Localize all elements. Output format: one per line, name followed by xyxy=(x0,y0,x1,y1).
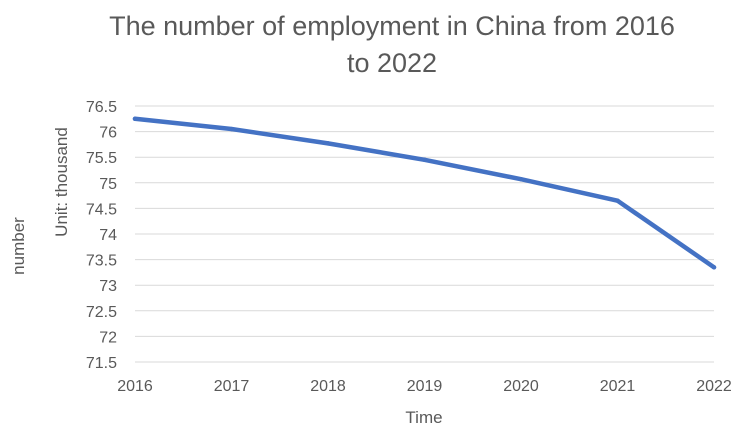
side-label: number xyxy=(9,217,28,275)
chart-title: The number of employment in China from 2… xyxy=(109,11,675,78)
y-axis-title: Unit: thousand xyxy=(52,127,71,237)
chart-title-line-2: to 2022 xyxy=(347,48,437,78)
data-point xyxy=(229,126,234,132)
y-tick-label: 76 xyxy=(99,125,117,142)
x-tick-label: 2019 xyxy=(407,378,443,395)
y-tick-label: 73.5 xyxy=(86,253,117,270)
data-point xyxy=(615,198,620,203)
x-axis-title: Time xyxy=(405,408,442,425)
x-tick-label: 2017 xyxy=(214,378,250,395)
x-tick-label: 2016 xyxy=(117,378,153,395)
x-tick-label: 2022 xyxy=(696,378,732,395)
data-point xyxy=(711,265,717,270)
x-tick-label: 2018 xyxy=(310,378,346,395)
data-point xyxy=(132,116,138,122)
y-tick-label: 71.5 xyxy=(86,355,117,372)
data-point xyxy=(518,177,524,182)
x-tick-label: 2021 xyxy=(600,378,636,395)
y-tick-label: 75 xyxy=(99,176,117,193)
gridlines xyxy=(135,105,714,363)
data-point xyxy=(422,157,427,162)
y-tick-label: 75.5 xyxy=(86,150,117,167)
x-axis-tick-labels: 2016 2017 2018 2019 2020 2021 2022 xyxy=(117,378,732,395)
series-group xyxy=(132,116,717,270)
x-tick-label: 2020 xyxy=(503,378,539,395)
y-tick-label: 72 xyxy=(99,329,117,346)
y-tick-label: 74 xyxy=(99,227,117,244)
y-tick-label: 76.5 xyxy=(86,99,117,116)
data-point xyxy=(325,141,331,146)
y-tick-label: 72.5 xyxy=(86,304,117,321)
y-axis-tick-labels: 76.5 76 75.5 75 74.5 74 73.5 73 72.5 72 71.5 xyxy=(86,99,117,372)
y-tick-label: 74.5 xyxy=(86,201,117,218)
chart-title-line-1: The number of employment in China from 2… xyxy=(109,11,675,41)
series-line-0 xyxy=(132,116,717,270)
y-tick-label: 73 xyxy=(99,278,117,295)
